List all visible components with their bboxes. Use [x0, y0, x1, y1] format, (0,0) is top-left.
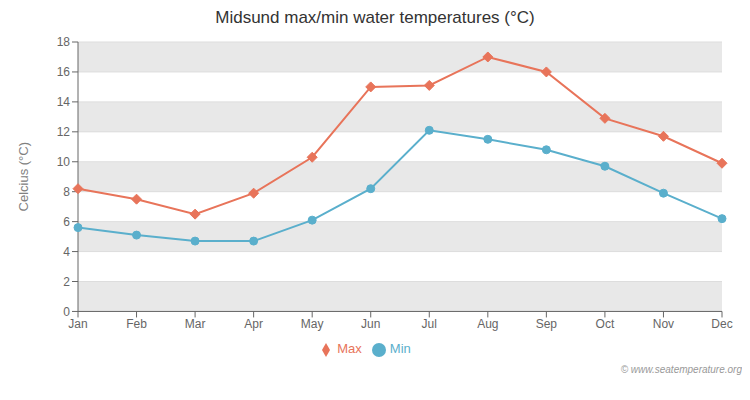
svg-text:Jul: Jul [422, 317, 437, 331]
svg-text:4: 4 [63, 245, 70, 259]
svg-text:Jun: Jun [361, 317, 380, 331]
html-text:© www.seatemperature.org: © www.seatemperature.org [620, 364, 742, 375]
svg-text:Dec: Dec [711, 317, 732, 331]
svg-text:Oct: Oct [596, 317, 615, 331]
svg-text:Aug: Aug [477, 317, 498, 331]
html-text:Midsund max/min water temperat: Midsund max/min water temperatures (°C) [215, 8, 535, 27]
html-text:Min: Min [389, 341, 411, 357]
svg-text:14: 14 [57, 95, 71, 109]
svg-text:Feb: Feb [126, 317, 147, 331]
svg-text:0: 0 [63, 305, 70, 319]
svg-text:Apr: Apr [244, 317, 263, 331]
svg-text:8: 8 [63, 185, 70, 199]
svg-text:10: 10 [57, 155, 71, 169]
svg-text:Sep: Sep [536, 317, 558, 331]
svg-text:May: May [301, 317, 324, 331]
svg-text:Mar: Mar [185, 317, 206, 331]
svg-text:6: 6 [63, 215, 70, 229]
svg-text:2: 2 [63, 275, 70, 289]
svg-text:Celcius (°C): Celcius (°C) [16, 142, 31, 211]
svg-text:16: 16 [57, 65, 71, 79]
svg-text:18: 18 [57, 35, 71, 49]
svg-text:Jan: Jan [68, 317, 87, 331]
svg-text:12: 12 [57, 125, 71, 139]
svg-text:Nov: Nov [653, 317, 674, 331]
html-text:Max: Max [337, 341, 362, 357]
